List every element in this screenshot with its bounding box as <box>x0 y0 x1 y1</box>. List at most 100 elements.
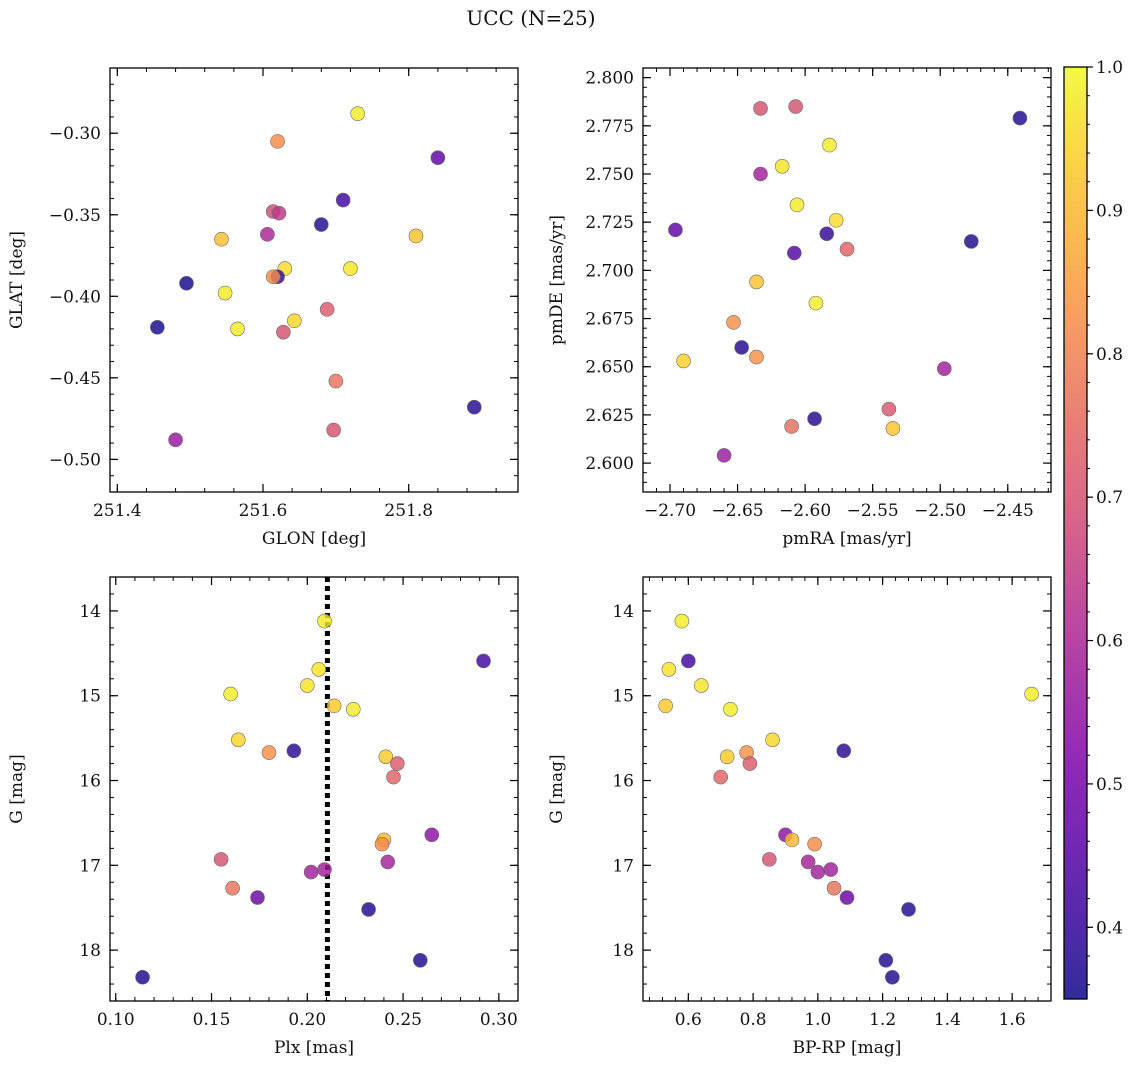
scatter-point <box>878 952 894 968</box>
scatter-point <box>179 275 194 291</box>
scatter-point <box>378 749 394 765</box>
scatter-point <box>343 261 358 276</box>
scatter-point <box>313 217 329 232</box>
figure-title: UCC (N=25) <box>466 6 596 30</box>
x-tick-label: −2.65 <box>712 501 764 521</box>
y-tick-label: 2.725 <box>585 213 634 233</box>
y-tick-label: 18 <box>612 941 634 961</box>
x-tick-label: −2.50 <box>914 501 966 521</box>
scatter-point <box>328 373 344 389</box>
scatter-point <box>885 969 900 985</box>
x-tick-label: 0.15 <box>193 1010 231 1030</box>
y-axis-label: G [mag] <box>7 754 27 823</box>
y-axis-label: GLAT [deg] <box>7 231 27 329</box>
scatter-point <box>271 205 287 221</box>
y-tick-label: −0.30 <box>49 124 101 144</box>
colorbar-tick-label: 0.4 <box>1096 918 1123 938</box>
y-tick-label: −0.35 <box>49 206 101 226</box>
scatter-point <box>808 295 824 311</box>
panel-4: 0.6 0.8 1.0 1.2 1.4 1.6 14 15 16 17 18 BP-RP [mag] G… <box>547 576 1052 1058</box>
scatter-point <box>901 902 916 917</box>
points <box>668 99 1028 463</box>
scatter-point <box>749 349 764 365</box>
scatter-point <box>676 353 691 369</box>
scatter-point <box>303 864 319 880</box>
scatter-point <box>361 902 376 917</box>
scatter-point <box>713 769 729 785</box>
scatter-point <box>784 832 800 848</box>
y-tick-label: 2.625 <box>585 406 634 426</box>
scatter-point <box>150 319 165 335</box>
x-tick-label: 0.8 <box>740 1010 767 1030</box>
colorbar-tick-label: 0.9 <box>1096 201 1123 221</box>
y-tick-label: 2.775 <box>585 117 634 137</box>
x-tick-label: 1.4 <box>934 1010 961 1030</box>
y-tick-label: 15 <box>612 687 634 707</box>
scatter-point <box>828 212 844 228</box>
scatter-point <box>326 698 342 714</box>
scatter-point <box>286 743 302 759</box>
y-axis-label: G [mag] <box>547 754 567 823</box>
scatter-point <box>223 686 238 702</box>
y-tick-label: 2.700 <box>585 261 634 281</box>
x-axis-label: GLON [deg] <box>262 529 366 549</box>
scatter-point <box>276 324 291 340</box>
scatter-point <box>723 701 738 717</box>
scatter-point <box>661 662 677 677</box>
scatter-point <box>822 137 837 153</box>
scatter-point <box>217 285 233 301</box>
points <box>658 613 1039 985</box>
scatter-point <box>225 880 240 896</box>
scatter-point <box>765 732 780 748</box>
scatter-point <box>819 226 835 242</box>
panel-1: 251.4 251.6 251.8 −0.30 −0.35 −0.40 −0.45 −0.50… <box>7 67 519 549</box>
y-tick-label: −0.40 <box>49 287 101 307</box>
x-tick-label: −2.45 <box>982 501 1034 521</box>
scatter-point <box>260 227 275 242</box>
scatter-point <box>810 864 826 880</box>
y-tick-label: 2.675 <box>585 310 634 330</box>
colorbar-tick-label: 1.0 <box>1096 58 1123 78</box>
scatter-point <box>386 769 401 785</box>
panels: 251.4 251.6 251.8 −0.30 −0.35 −0.40 −0.45 −0.50… <box>7 67 1052 1058</box>
scatter-point <box>936 361 952 376</box>
x-tick-label: 1.6 <box>999 1010 1026 1030</box>
x-tick-label: −2.60 <box>779 501 831 521</box>
scatter-point <box>374 836 390 852</box>
scatter-point <box>742 756 758 771</box>
y-tick-label: 15 <box>79 687 101 707</box>
scatter-point <box>823 862 839 877</box>
scatter-point <box>761 852 777 867</box>
scatter-point <box>674 613 690 629</box>
x-tick-label: 0.20 <box>288 1010 326 1030</box>
scatter-point <box>787 245 802 261</box>
axes-frame <box>642 576 1052 1002</box>
scatter-point <box>214 231 229 247</box>
scatter-point <box>839 241 855 257</box>
y-tick-label: 16 <box>79 772 101 792</box>
scatter-point <box>753 101 768 116</box>
scatter-point <box>326 422 341 438</box>
axes-frame <box>109 67 519 493</box>
scatter-point <box>168 432 183 448</box>
scatter-point <box>335 192 351 208</box>
scatter-point <box>774 158 790 174</box>
scatter-point <box>345 701 361 717</box>
x-tick-label: 0.6 <box>675 1010 702 1030</box>
scatter-point <box>390 756 405 771</box>
x-axis-label: Plx [mas] <box>274 1038 354 1058</box>
scatter-point <box>885 421 901 436</box>
scatter-point <box>668 222 683 238</box>
scatter-point <box>693 678 709 693</box>
scatter-point <box>734 340 749 355</box>
x-tick-label: 251.4 <box>93 501 142 521</box>
y-tick-label: 16 <box>612 772 634 792</box>
points <box>150 106 482 448</box>
colorbar-tick-label: 0.5 <box>1096 775 1123 795</box>
points <box>135 613 491 985</box>
panel-3: 0.10 0.15 0.20 0.25 0.30 14 15 16 17 18 Plx [mas] G… <box>7 576 519 1058</box>
scatter-point <box>807 836 822 852</box>
scatter-point <box>299 678 315 693</box>
